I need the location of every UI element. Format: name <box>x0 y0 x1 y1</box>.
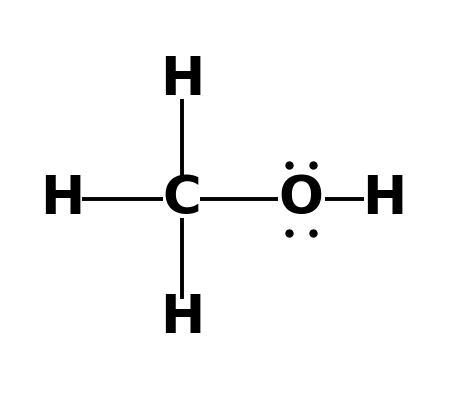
Text: C: C <box>162 173 201 225</box>
Text: H: H <box>160 54 204 105</box>
Text: H: H <box>362 173 406 225</box>
Text: H: H <box>40 173 85 225</box>
Text: O: O <box>279 173 324 225</box>
Text: H: H <box>160 293 204 344</box>
